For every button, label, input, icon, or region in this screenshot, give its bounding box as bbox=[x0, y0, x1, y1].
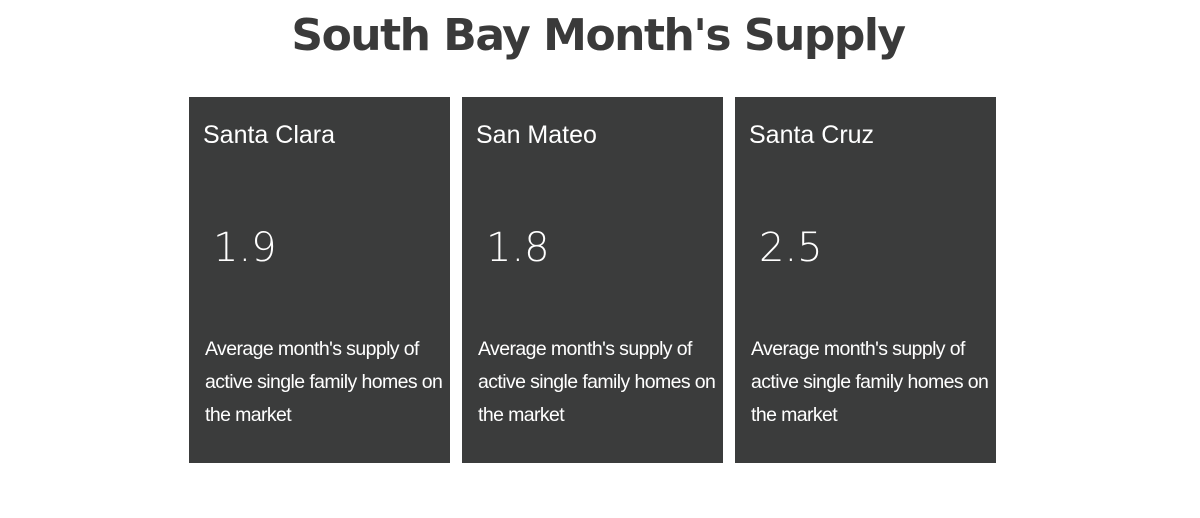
card-supply-value: 2.5 bbox=[759, 225, 823, 271]
card-supply-value: 1.9 bbox=[213, 225, 277, 271]
card-supply-value: 1.8 bbox=[486, 225, 550, 271]
card-description: Average month's supply of active single … bbox=[751, 338, 989, 426]
card-county-name: Santa Cruz bbox=[749, 121, 875, 149]
card-santa-cruz: Santa Cruz 2.5 Average month's supply of… bbox=[735, 97, 996, 463]
card-san-mateo: San Mateo 1.8 Average month's supply of … bbox=[462, 97, 723, 463]
supply-cards: Santa Clara 1.9 Average month's supply o… bbox=[189, 97, 996, 463]
page-title: South Bay Month's Supply bbox=[291, 10, 906, 61]
card-county-name: San Mateo bbox=[476, 121, 597, 149]
card-description: Average month's supply of active single … bbox=[478, 338, 716, 426]
card-county-name: Santa Clara bbox=[203, 121, 336, 149]
card-description: Average month's supply of active single … bbox=[205, 338, 443, 426]
card-santa-clara: Santa Clara 1.9 Average month's supply o… bbox=[189, 97, 450, 463]
